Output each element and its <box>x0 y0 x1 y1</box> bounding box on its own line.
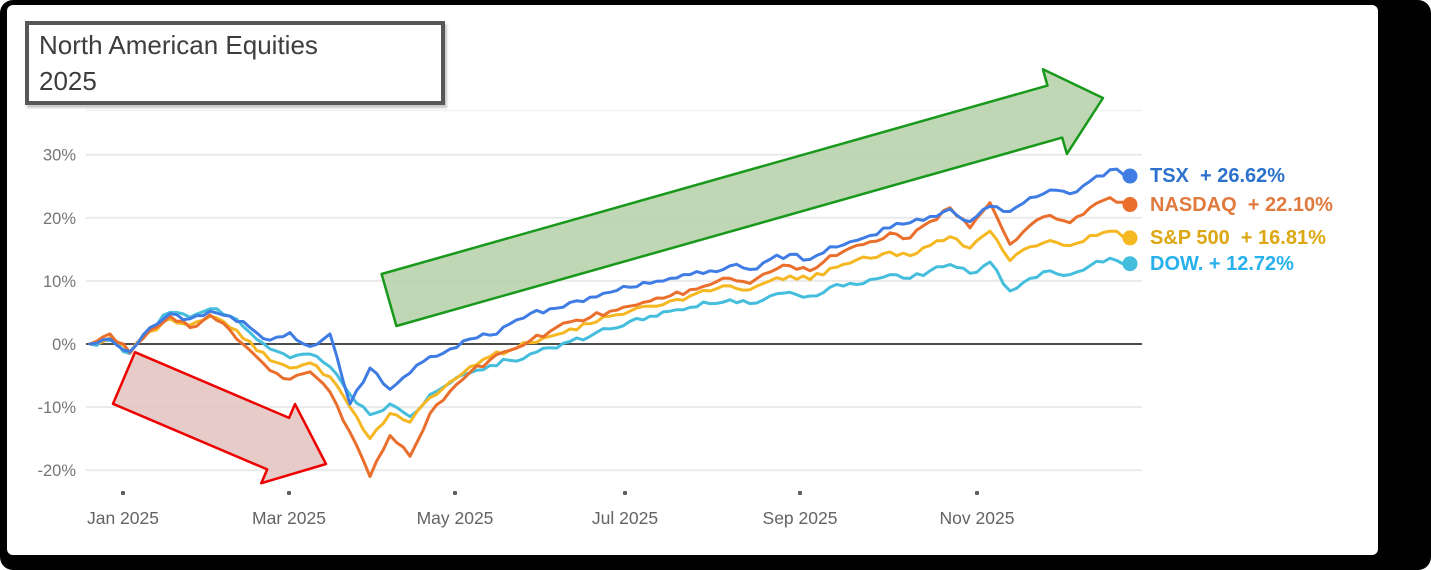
chart-title-line2: 2025 <box>39 66 97 96</box>
downtrend-arrow <box>111 350 328 485</box>
svg-text:10%: 10% <box>43 273 76 291</box>
y-axis-labels: 30% 20% 10% 0% -10% -20% <box>37 147 76 481</box>
end-dot-tsx <box>1122 168 1138 184</box>
chart-title-box: North American Equities 2025 <box>25 21 445 105</box>
svg-text:-20%: -20% <box>37 462 76 480</box>
svg-text:0%: 0% <box>52 336 76 354</box>
svg-text:Mar 2025: Mar 2025 <box>252 508 326 528</box>
svg-text:Jan 2025: Jan 2025 <box>87 508 159 528</box>
svg-text:Nov 2025: Nov 2025 <box>940 508 1015 528</box>
end-dot-sp500 <box>1122 230 1138 246</box>
end-dot-dow <box>1122 256 1138 272</box>
svg-text:30%: 30% <box>43 147 76 165</box>
chart-title-line1: North American Equities <box>39 30 318 60</box>
svg-text:Sep 2025: Sep 2025 <box>763 508 838 528</box>
series-line-dow <box>88 256 1132 419</box>
svg-text:May 2025: May 2025 <box>417 508 494 528</box>
end-dot-nasdaq <box>1122 197 1138 213</box>
series-line-tsx <box>88 167 1132 406</box>
series-line-sp500 <box>88 229 1132 441</box>
svg-text:-10%: -10% <box>37 399 76 417</box>
uptrend-arrow <box>380 68 1105 328</box>
svg-text:20%: 20% <box>43 210 76 228</box>
svg-text:Jul 2025: Jul 2025 <box>592 508 658 528</box>
x-axis-labels: Jan 2025 Mar 2025 May 2025 Jul 2025 Sep 2025… <box>87 491 1014 528</box>
